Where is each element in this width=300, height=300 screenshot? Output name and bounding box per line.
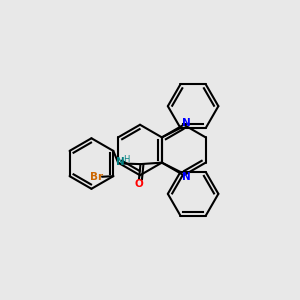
Text: N: N	[116, 157, 125, 167]
Text: H: H	[123, 155, 129, 164]
Text: O: O	[134, 179, 143, 189]
Text: N: N	[182, 118, 191, 128]
Text: Br: Br	[89, 172, 103, 182]
Text: N: N	[182, 172, 191, 182]
